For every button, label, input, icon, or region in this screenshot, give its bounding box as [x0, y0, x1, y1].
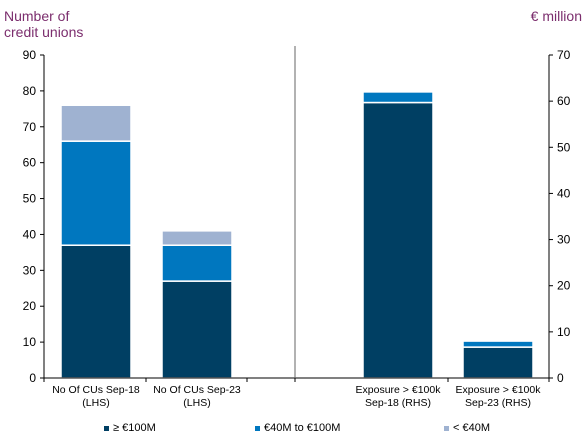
left-axis-title: Number of credit unions	[4, 8, 83, 40]
bar-segment-4-2	[462, 340, 534, 348]
category-label-3-line-2: Sep-18 (RHS)	[365, 397, 431, 409]
category-label-1-line-2: (LHS)	[82, 397, 109, 409]
category-label-3-line-1: Exposure > €100k	[356, 384, 442, 396]
bar-segment-3-2	[362, 91, 434, 104]
left-tick-label: 70	[23, 120, 37, 134]
left-tick-label: 20	[23, 299, 37, 313]
left-tick-label: 60	[23, 156, 37, 170]
left-tick-label: 50	[23, 192, 37, 206]
bar-segment-2-2	[161, 244, 233, 282]
left-tick-label: 40	[23, 227, 37, 241]
right-tick-label: 20	[557, 279, 571, 293]
category-label-2-line-2: (LHS)	[183, 397, 210, 409]
category-label-4-line-2: Sep-23 (RHS)	[465, 397, 531, 409]
left-axis-title-line-2: credit unions	[4, 24, 84, 40]
ticks-layer: 0 10 20 30 40 50 60 70 80 90 0 10 20 30 40 50 60 70	[23, 48, 571, 385]
category-label-1-line-1: No Of CUs Sep-18	[52, 384, 140, 396]
legend-swatch-40m-to-100m	[255, 425, 260, 431]
right-tick-label: 10	[557, 325, 571, 339]
bar-segment-1-3	[60, 104, 132, 142]
bar-segment-2-1	[161, 280, 233, 379]
right-tick-label: 0	[557, 371, 564, 385]
axes-layer	[43, 46, 550, 382]
left-tick-label: 30	[23, 263, 37, 277]
legend-swatch-ge-100m	[104, 425, 109, 431]
left-tick-label: 0	[29, 371, 36, 385]
category-label-2-line-1: No Of CUs Sep-23	[153, 384, 241, 396]
category-labels-layer: No Of CUs Sep-18(LHS)No Of CUs Sep-23(LH…	[52, 384, 541, 409]
left-tick-label: 10	[23, 335, 37, 349]
bar-segment-1-2	[60, 140, 132, 246]
legend-swatch-lt-40m	[444, 425, 449, 431]
bar-segment-4-1	[462, 346, 534, 379]
bars-layer	[60, 91, 534, 379]
legend: ≥ €100M €40M to €100M < €40M	[0, 420, 586, 438]
bar-segment-3-1	[362, 101, 434, 379]
legend-item-lt-40m: < €40M	[444, 422, 490, 434]
left-axis-title-line-1: Number of	[4, 8, 70, 24]
left-tick-label: 90	[23, 48, 37, 62]
legend-item-40m-to-100m: €40M to €100M	[255, 422, 340, 434]
bar-segment-2-3	[161, 230, 233, 246]
right-tick-label: 30	[557, 233, 571, 247]
stacked-bar-chart: 0 10 20 30 40 50 60 70 80 90 0 10 20 30 40 50 60 70 No Of…	[23, 46, 571, 409]
right-axis-title: € million	[530, 8, 582, 24]
right-tick-label: 60	[557, 94, 571, 108]
category-label-4-line-1: Exposure > €100k	[456, 384, 542, 396]
right-tick-label: 40	[557, 186, 571, 200]
legend-item-ge-100m: ≥ €100M	[104, 422, 156, 434]
legend-label-lt-40m: < €40M	[453, 422, 490, 434]
bar-segment-1-1	[60, 244, 132, 379]
legend-label-ge-100m: ≥ €100M	[113, 422, 156, 434]
left-tick-label: 80	[23, 84, 37, 98]
legend-label-40m-to-100m: €40M to €100M	[264, 422, 341, 434]
right-tick-label: 70	[557, 48, 571, 62]
right-tick-label: 50	[557, 140, 571, 154]
